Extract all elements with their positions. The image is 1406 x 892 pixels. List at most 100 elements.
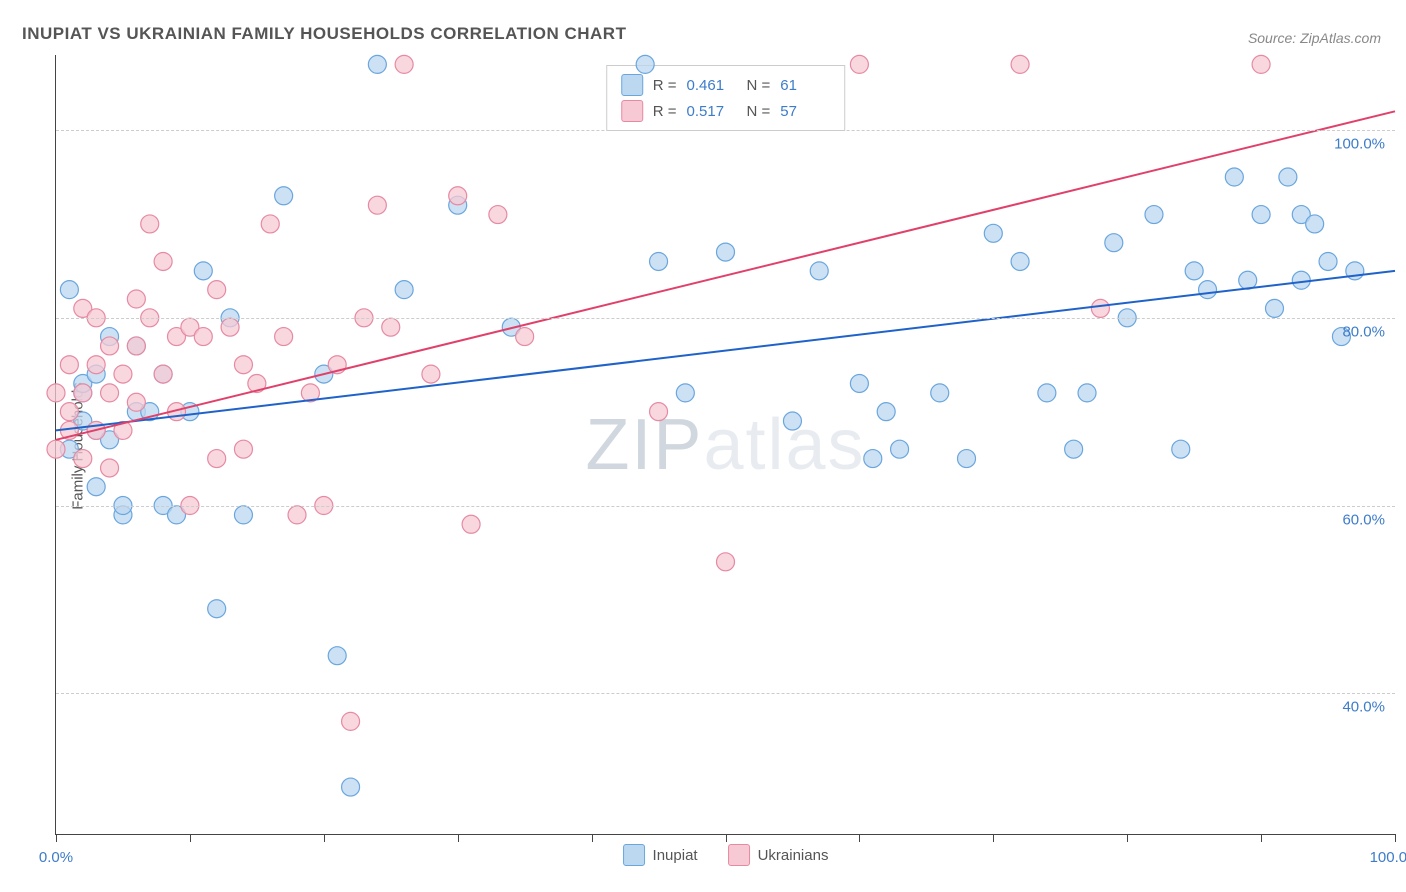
scatter-point [1185,262,1203,280]
gridline-h [56,506,1395,507]
scatter-point [127,290,145,308]
scatter-point [194,328,212,346]
scatter-point [1172,440,1190,458]
legend-swatch-ukrainians [728,844,750,866]
scatter-point [676,384,694,402]
scatter-point [717,243,735,261]
scatter-point [984,224,1002,242]
scatter-point [288,506,306,524]
scatter-point [368,196,386,214]
scatter-point [1065,440,1083,458]
scatter-point [1252,206,1270,224]
scatter-point [1306,215,1324,233]
plot-area: ZIPatlas R = 0.461 N = 61 R = 0.517 N = … [55,55,1395,835]
scatter-point [261,215,279,233]
scatter-point [60,356,78,374]
scatter-point [342,778,360,796]
scatter-point [1252,55,1270,73]
scatter-point [850,55,868,73]
scatter-point [221,318,239,336]
legend-item-ukrainians: Ukrainians [728,844,829,866]
scatter-point [368,55,386,73]
scatter-point [783,412,801,430]
legend-label-ukrainians: Ukrainians [758,847,829,864]
scatter-point [650,252,668,270]
legend-swatch-inupiat [623,844,645,866]
x-tick [859,834,860,842]
x-tick-label: 100.0% [1370,849,1406,866]
scatter-point [194,262,212,280]
scatter-point [127,393,145,411]
x-tick [190,834,191,842]
scatter-point [1265,299,1283,317]
x-tick [56,834,57,842]
source-label: Source: ZipAtlas.com [1248,30,1381,46]
scatter-point [516,328,534,346]
scatter-point [810,262,828,280]
scatter-point [864,450,882,468]
scatter-point [877,403,895,421]
gridline-h [56,318,1395,319]
scatter-point [395,281,413,299]
scatter-point [1319,252,1337,270]
scatter-point [422,365,440,383]
scatter-point [141,215,159,233]
chart-title: INUPIAT VS UKRAINIAN FAMILY HOUSEHOLDS C… [22,24,626,44]
scatter-point [101,384,119,402]
x-legend: Inupiat Ukrainians [623,844,829,866]
chart-container: INUPIAT VS UKRAINIAN FAMILY HOUSEHOLDS C… [0,0,1406,892]
trend-line [56,271,1395,431]
scatter-point [154,365,172,383]
y-tick-label: 100.0% [1334,136,1385,153]
scatter-point [449,187,467,205]
source-site: ZipAtlas.com [1300,30,1381,46]
scatter-point [1292,271,1310,289]
scatter-point [234,440,252,458]
scatter-point [1105,234,1123,252]
scatter-svg [56,55,1395,834]
scatter-point [60,403,78,421]
x-tick [1127,834,1128,842]
scatter-point [208,600,226,618]
x-tick-label: 0.0% [39,849,73,866]
scatter-point [382,318,400,336]
scatter-point [87,478,105,496]
source-prefix: Source: [1248,30,1300,46]
scatter-point [47,384,65,402]
scatter-point [101,459,119,477]
scatter-point [1078,384,1096,402]
scatter-point [891,440,909,458]
scatter-point [127,337,145,355]
scatter-point [1011,55,1029,73]
scatter-point [1091,299,1109,317]
scatter-point [850,374,868,392]
scatter-point [234,356,252,374]
scatter-point [1225,168,1243,186]
x-tick [592,834,593,842]
scatter-point [101,337,119,355]
legend-item-inupiat: Inupiat [623,844,698,866]
scatter-point [154,252,172,270]
y-tick-label: 60.0% [1342,511,1385,528]
x-tick [1261,834,1262,842]
x-tick [458,834,459,842]
scatter-point [342,712,360,730]
x-tick [726,834,727,842]
x-tick [993,834,994,842]
scatter-point [208,281,226,299]
scatter-point [114,365,132,383]
gridline-h [56,693,1395,694]
y-tick-label: 40.0% [1342,699,1385,716]
scatter-point [74,384,92,402]
y-tick-label: 80.0% [1342,323,1385,340]
scatter-point [1038,384,1056,402]
scatter-point [931,384,949,402]
scatter-point [1279,168,1297,186]
scatter-point [208,450,226,468]
scatter-point [275,328,293,346]
scatter-point [636,55,654,73]
scatter-point [74,450,92,468]
scatter-point [489,206,507,224]
x-tick [1395,834,1396,842]
scatter-point [462,515,480,533]
